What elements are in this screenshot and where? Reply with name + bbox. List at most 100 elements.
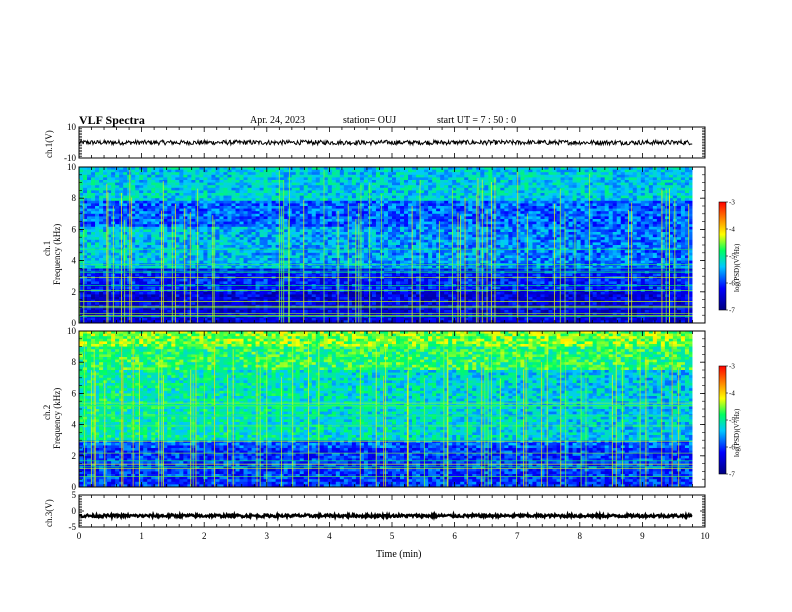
spec-cell (396, 174, 401, 178)
spec-cell (496, 221, 501, 225)
spec-cell (147, 229, 152, 233)
spec-cell (87, 195, 92, 199)
spec-cell (604, 216, 610, 220)
spec-cell (323, 216, 329, 220)
spec-cell (159, 172, 164, 176)
spec-cell (243, 195, 248, 199)
spec-cell (584, 232, 590, 235)
spec-cell (640, 167, 646, 170)
spec-cell (147, 172, 152, 176)
spec-cell (540, 167, 545, 170)
spec-cell (319, 172, 325, 176)
spec-cell (335, 203, 341, 207)
spec-cell (632, 221, 638, 225)
spec-cell (564, 198, 569, 202)
spec-cell (343, 190, 349, 194)
spec-cell (680, 237, 686, 241)
spec-cell (103, 182, 108, 186)
spec-cell (263, 203, 268, 207)
spec-cell (608, 206, 614, 209)
spec-cell (303, 250, 309, 254)
spec-cell (355, 237, 361, 241)
spec-cell (343, 203, 349, 207)
spec-cell (267, 198, 273, 202)
spec-cell (135, 221, 140, 225)
spec-cell (95, 198, 100, 202)
spec-cell (143, 193, 148, 196)
spec-cell (660, 198, 666, 202)
spec-cell (580, 180, 586, 183)
spec-cell (95, 232, 100, 235)
spec-cell (307, 229, 313, 233)
spec-cell (315, 250, 321, 254)
spec-cell (327, 208, 333, 212)
spec-cell (163, 242, 168, 246)
spec-cell (616, 169, 622, 173)
spec-cell (484, 203, 489, 207)
spec-cell (387, 237, 393, 241)
spec-cell (171, 198, 176, 202)
spec-cell (307, 221, 313, 225)
spec-cell (295, 198, 301, 202)
spec-cell (444, 177, 449, 181)
spec-cell (155, 224, 160, 228)
spec-cell (235, 182, 240, 186)
spec-cell (480, 167, 485, 170)
spec-cell (211, 229, 216, 233)
spec-cell (408, 203, 413, 207)
spec-cell (500, 213, 505, 217)
spec-cell (191, 242, 196, 246)
spec-cell (243, 180, 248, 183)
spec-cell (163, 221, 168, 225)
spec-cell (247, 167, 252, 170)
spec-cell (676, 211, 682, 215)
spec-cell (416, 193, 421, 196)
spec-cell (548, 182, 553, 186)
spec-cell (83, 203, 88, 207)
spec-cell (436, 211, 441, 215)
spec-cell (424, 232, 429, 235)
spec-cell (440, 221, 445, 225)
spec-cell (544, 216, 549, 220)
spec-cell (496, 190, 501, 194)
spec-cell (440, 224, 445, 228)
spec-cell (600, 245, 606, 248)
spec-cell (203, 195, 208, 199)
spec-cell (139, 185, 144, 189)
spec-cell (464, 219, 469, 222)
spec-cell (544, 198, 549, 202)
spec-cell (672, 195, 678, 199)
spec-cell (95, 185, 100, 189)
spec-cell (327, 242, 333, 246)
spec-cell (504, 172, 509, 176)
spec-cell (408, 206, 413, 209)
spec-cell (355, 234, 361, 238)
spec-cell (227, 213, 232, 217)
spec-cell (448, 239, 453, 243)
spec-cell (139, 242, 144, 246)
spec-cell (351, 226, 357, 230)
spec-cell (215, 167, 220, 170)
spec-cell (183, 213, 188, 217)
spec-cell (588, 232, 594, 235)
spec-cell (115, 180, 120, 183)
spec-cell (291, 167, 297, 170)
spec-cell (492, 172, 497, 176)
spec-cell (684, 221, 690, 225)
spec-cell (644, 169, 650, 173)
spec-cell (544, 224, 549, 228)
spec-cell (103, 221, 108, 225)
spec-cell (496, 167, 501, 170)
spec-cell (652, 174, 658, 178)
spec-cell (231, 216, 236, 220)
spec-cell (191, 206, 196, 209)
spec-cell (500, 172, 505, 176)
spec-cell (251, 234, 256, 238)
spec-cell (508, 219, 513, 222)
spec-cell (632, 229, 638, 233)
spec-cell (303, 245, 309, 248)
spec-cell (428, 206, 433, 209)
spec-cell (648, 208, 654, 212)
spec-cell (87, 206, 92, 209)
spec-cell (616, 167, 622, 170)
